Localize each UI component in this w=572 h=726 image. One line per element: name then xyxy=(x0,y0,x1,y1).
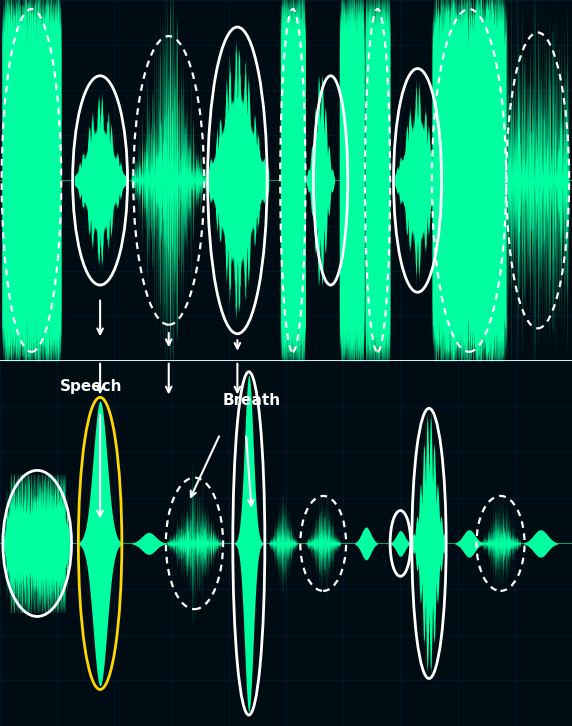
Text: Breath: Breath xyxy=(223,393,281,408)
Text: Speech: Speech xyxy=(60,379,123,393)
